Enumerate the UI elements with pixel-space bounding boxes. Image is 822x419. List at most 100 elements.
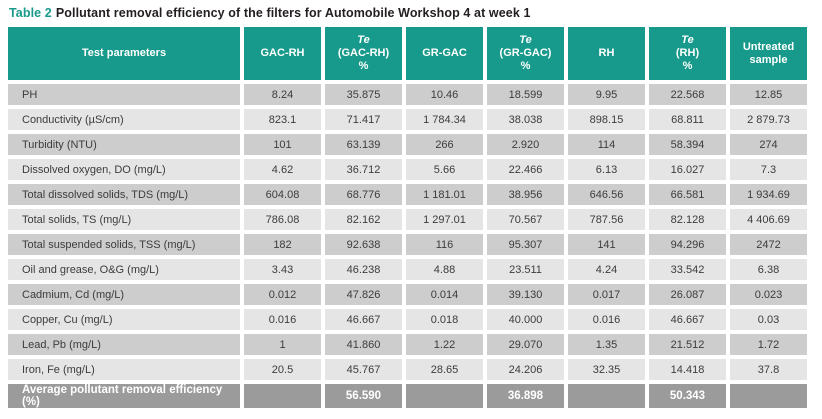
column-header-untreated: Untreated sample (730, 27, 807, 80)
column-header-gac-rh: GAC-RH (244, 27, 321, 80)
value-cell: 1.35 (568, 334, 645, 355)
value-cell: 39.130 (487, 284, 564, 305)
value-cell: 12.85 (730, 84, 807, 105)
value-cell: 786.08 (244, 209, 321, 230)
value-cell: 94.296 (649, 234, 726, 255)
value-cell: 2.920 (487, 134, 564, 155)
column-header-line: RH (598, 47, 615, 59)
param-cell: Total dissolved solids, TDS (mg/L) (8, 184, 240, 205)
param-cell: Dissolved oxygen, DO (mg/L) (8, 159, 240, 180)
value-cell: 4.88 (406, 259, 483, 280)
table-row: Total dissolved solids, TDS (mg/L) 604.08… (8, 184, 807, 205)
value-cell: 82.162 (325, 209, 402, 230)
param-cell: Total solids, TS (mg/L) (8, 209, 240, 230)
column-header-line: Te (357, 34, 370, 46)
value-cell: 898.15 (568, 109, 645, 130)
column-header-te-gac-rh: Te (GAC-RH)% (325, 27, 402, 80)
param-cell: Conductivity (µS/cm) (8, 109, 240, 130)
value-cell: 1 784.34 (406, 109, 483, 130)
table-row: Turbidity (NTU) 101 63.139 266 2.920 114 58.39… (8, 134, 807, 155)
value-cell: 58.394 (649, 134, 726, 155)
value-cell: 274 (730, 134, 807, 155)
value-cell: 66.581 (649, 184, 726, 205)
value-cell: 101 (244, 134, 321, 155)
param-cell: PH (8, 84, 240, 105)
column-header-line: % (682, 60, 693, 72)
value-cell: 68.776 (325, 184, 402, 205)
value-cell: 646.56 (568, 184, 645, 205)
value-cell: 23.511 (487, 259, 564, 280)
column-header-line: sample (749, 53, 788, 66)
header-row: Test parameters GAC-RH Te (GAC-RH)% GR-GAC Te… (8, 27, 807, 80)
column-header-rh: RH (568, 27, 645, 80)
value-cell: 36.712 (325, 159, 402, 180)
value-cell: 4.24 (568, 259, 645, 280)
footer-value-cell (730, 384, 807, 408)
param-cell: Total suspended solids, TSS (mg/L) (8, 234, 240, 255)
value-cell: 4 406.69 (730, 209, 807, 230)
value-cell: 6.38 (730, 259, 807, 280)
column-header-line: (GR-GAC) (499, 47, 552, 59)
value-cell: 0.018 (406, 309, 483, 330)
column-header-line: GAC-RH (260, 47, 305, 59)
pollutant-removal-table: Test parameters GAC-RH Te (GAC-RH)% GR-GAC Te… (4, 23, 811, 412)
column-header-test-parameters: Test parameters (8, 27, 240, 80)
value-cell: 26.087 (649, 284, 726, 305)
param-cell: Copper, Cu (mg/L) (8, 309, 240, 330)
value-cell: 38.038 (487, 109, 564, 130)
value-cell: 71.417 (325, 109, 402, 130)
table-row: PH 8.24 35.875 10.46 18.599 9.95 22.568 12.85 (8, 84, 807, 105)
value-cell: 46.238 (325, 259, 402, 280)
table-row: Lead, Pb (mg/L) 1 41.860 1.22 29.070 1.35 21.5… (8, 334, 807, 355)
value-cell: 0.016 (244, 309, 321, 330)
column-header-line: % (358, 60, 369, 72)
column-header-gr-gac: GR-GAC (406, 27, 483, 80)
value-cell: 0.017 (568, 284, 645, 305)
value-cell: 21.512 (649, 334, 726, 355)
column-header-te-rh: Te (RH)% (649, 27, 726, 80)
table-header: Test parameters GAC-RH Te (GAC-RH)% GR-GAC Te… (8, 27, 807, 80)
param-cell: Oil and grease, O&G (mg/L) (8, 259, 240, 280)
table-caption: Pollutant removal efficiency of the filt… (55, 6, 531, 20)
value-cell: 8.24 (244, 84, 321, 105)
value-cell: 604.08 (244, 184, 321, 205)
value-cell: 29.070 (487, 334, 564, 355)
value-cell: 37.8 (730, 359, 807, 380)
table-row: Total suspended solids, TSS (mg/L) 182 92.… (8, 234, 807, 255)
value-cell: 24.206 (487, 359, 564, 380)
table-row: Dissolved oxygen, DO (mg/L) 4.62 36.712 5.6… (8, 159, 807, 180)
value-cell: 0.03 (730, 309, 807, 330)
value-cell: 787.56 (568, 209, 645, 230)
column-header-line: (RH) (675, 47, 700, 59)
value-cell: 14.418 (649, 359, 726, 380)
value-cell: 28.65 (406, 359, 483, 380)
column-header-line: Test parameters (81, 47, 167, 59)
param-cell: Iron, Fe (mg/L) (8, 359, 240, 380)
value-cell: 2472 (730, 234, 807, 255)
footer-value-cell: 50.343 (649, 384, 726, 408)
value-cell: 32.35 (568, 359, 645, 380)
value-cell: 7.3 (730, 159, 807, 180)
value-cell: 266 (406, 134, 483, 155)
value-cell: 0.023 (730, 284, 807, 305)
value-cell: 20.5 (244, 359, 321, 380)
table-row: Cadmium, Cd (mg/L) 0.012 47.826 0.014 39.130… (8, 284, 807, 305)
param-cell: Turbidity (NTU) (8, 134, 240, 155)
value-cell: 5.66 (406, 159, 483, 180)
value-cell: 116 (406, 234, 483, 255)
value-cell: 1 181.01 (406, 184, 483, 205)
value-cell: 9.95 (568, 84, 645, 105)
value-cell: 1 934.69 (730, 184, 807, 205)
value-cell: 10.46 (406, 84, 483, 105)
value-cell: 95.307 (487, 234, 564, 255)
table-body: PH 8.24 35.875 10.46 18.599 9.95 22.568 12.85 Co… (8, 84, 807, 408)
footer-value-cell (568, 384, 645, 408)
value-cell: 16.027 (649, 159, 726, 180)
footer-row: Average pollutant removal efficiency (%)… (8, 384, 807, 408)
column-header-te-gr-gac: Te (GR-GAC)% (487, 27, 564, 80)
column-header-line: (GAC-RH) (337, 47, 390, 59)
value-cell: 182 (244, 234, 321, 255)
column-header-line: GR-GAC (422, 47, 467, 59)
value-cell: 18.599 (487, 84, 564, 105)
